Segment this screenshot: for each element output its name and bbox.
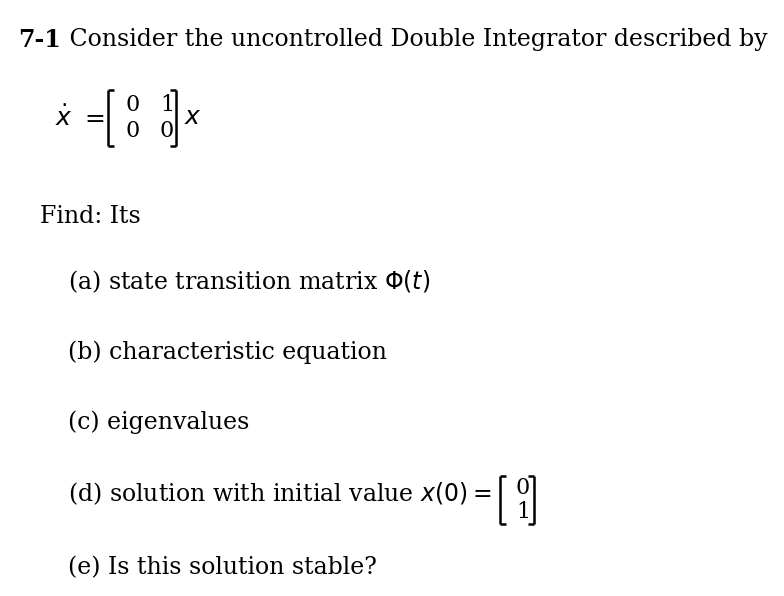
Text: (a) state transition matrix $\Phi(t)$: (a) state transition matrix $\Phi(t)$ — [68, 268, 430, 294]
Text: 1: 1 — [516, 501, 530, 523]
Text: (d) solution with initial value $x(0) =$: (d) solution with initial value $x(0) =$ — [68, 480, 492, 507]
Text: 7-1: 7-1 — [18, 28, 60, 52]
Text: (b) characteristic equation: (b) characteristic equation — [68, 340, 387, 364]
Text: 0: 0 — [160, 120, 174, 142]
Text: $x$: $x$ — [184, 107, 201, 129]
Text: (e) Is this solution stable?: (e) Is this solution stable? — [68, 556, 377, 579]
Text: 0: 0 — [516, 477, 530, 499]
Text: (c) eigenvalues: (c) eigenvalues — [68, 410, 249, 433]
Text: $=$: $=$ — [80, 107, 105, 129]
Text: Find: Its: Find: Its — [40, 205, 141, 228]
Text: $\dot{x}$: $\dot{x}$ — [55, 105, 73, 131]
Text: Consider the uncontrolled Double Integrator described by: Consider the uncontrolled Double Integra… — [62, 28, 768, 51]
Text: 0: 0 — [126, 94, 140, 116]
Text: 0: 0 — [126, 120, 140, 142]
Text: 1: 1 — [160, 94, 174, 116]
